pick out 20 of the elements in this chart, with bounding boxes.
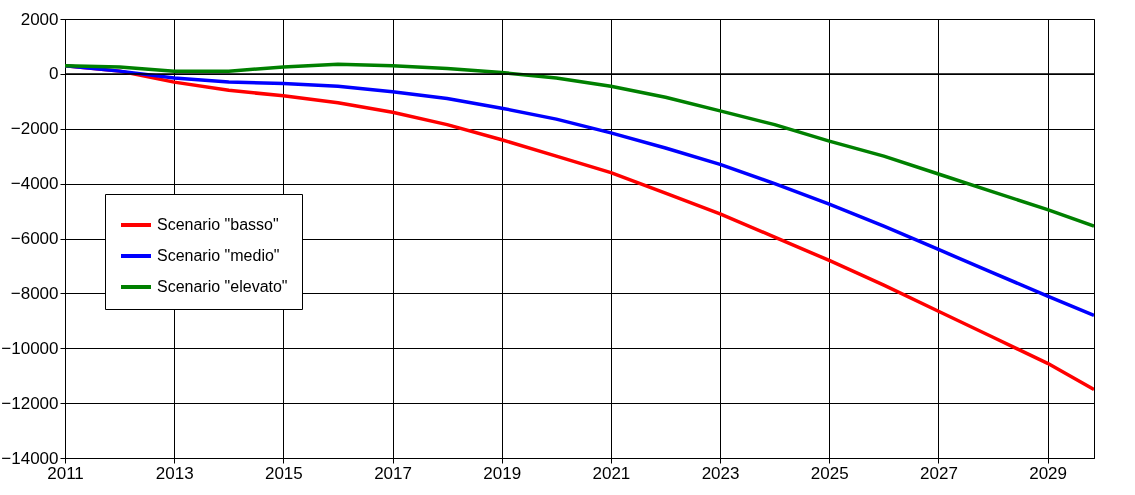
x-tick-label: 2021 xyxy=(592,463,631,483)
x-tick-label: 2025 xyxy=(810,463,849,483)
y-tick-label: −10000 xyxy=(1,338,59,358)
x-tick-label: 2017 xyxy=(374,463,412,483)
y-tick-label: 0 xyxy=(49,64,59,84)
x-tick-label: 2019 xyxy=(483,463,522,483)
y-tick-label: −6000 xyxy=(10,229,59,248)
y-tick-label: −12000 xyxy=(1,393,59,413)
x-tick-label: 2023 xyxy=(701,463,740,483)
x-tick-label: 2015 xyxy=(264,463,303,483)
x-tick-label: 2013 xyxy=(155,463,194,483)
x-tick-label: 2029 xyxy=(1029,463,1068,483)
y-tick-label: −8000 xyxy=(10,283,59,303)
y-tick-label: −4000 xyxy=(10,174,59,194)
legend-label: Scenario "elevato" xyxy=(157,278,288,295)
legend-label: Scenario "basso" xyxy=(157,216,279,233)
y-tick-label: −2000 xyxy=(10,119,59,139)
legend-label: Scenario "medio" xyxy=(157,247,280,264)
x-tick-label: 2027 xyxy=(920,463,958,483)
y-tick-label: 2000 xyxy=(20,9,59,29)
